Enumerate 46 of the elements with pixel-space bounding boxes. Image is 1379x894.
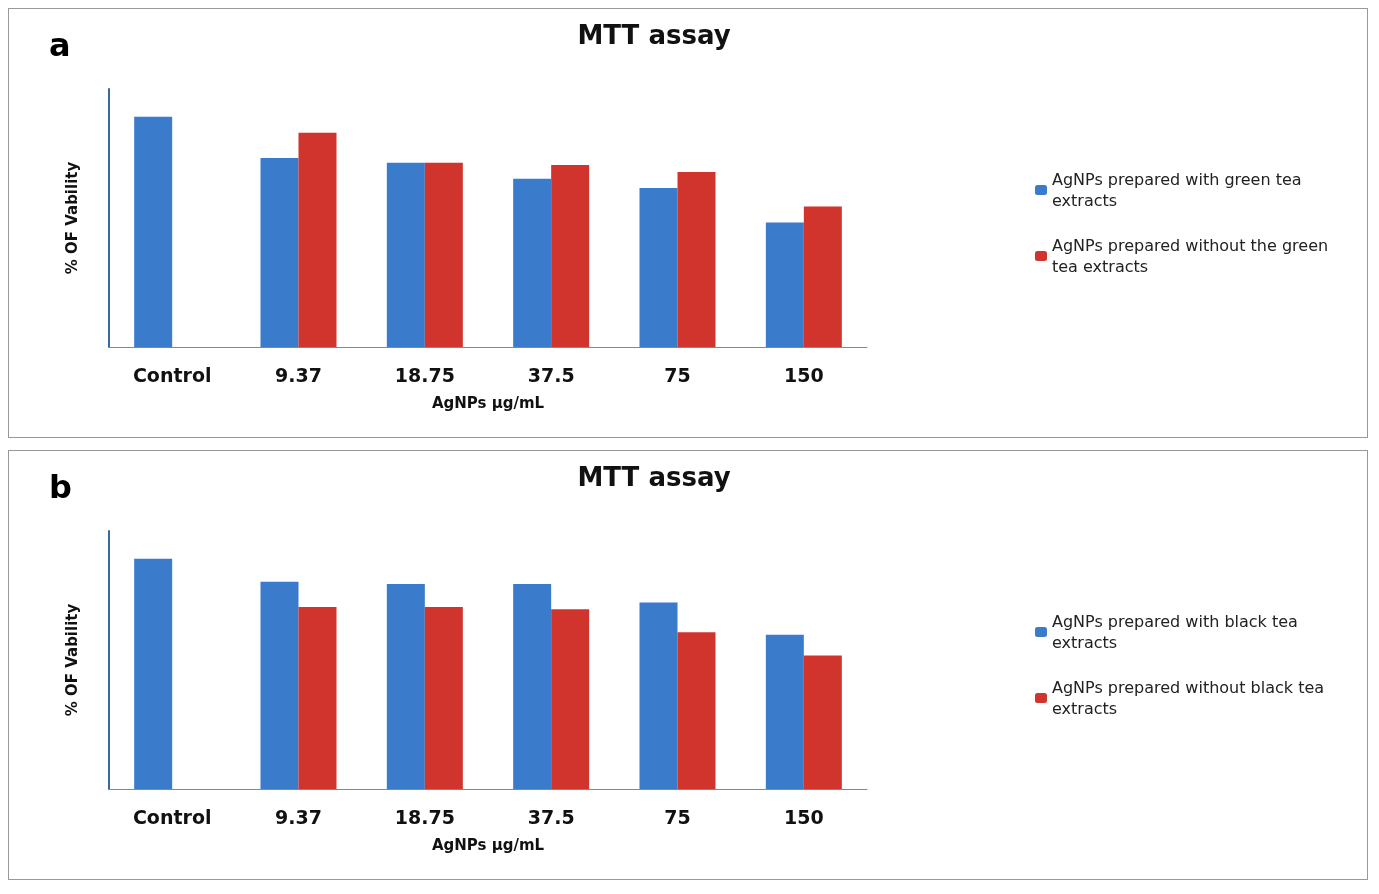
bar [677, 171, 716, 347]
bar [260, 158, 299, 347]
bar [551, 609, 590, 789]
bar [765, 634, 804, 789]
bar [803, 206, 842, 347]
legend-label: AgNPs prepared with black tea extracts [1052, 612, 1303, 652]
legend-label: AgNPs prepared with green tea extracts [1052, 170, 1307, 210]
bar [298, 607, 337, 789]
x-tick-label: 150 [784, 805, 824, 828]
legend-label: AgNPs prepared without black tea extracts [1052, 678, 1330, 718]
bar [386, 583, 425, 789]
bar [424, 162, 463, 347]
legend-label: AgNPs prepared without the green tea extracts [1052, 236, 1334, 276]
bar [639, 602, 678, 789]
bar [260, 581, 299, 789]
x-tick-label: 9.37 [275, 805, 322, 828]
text: a [49, 26, 71, 64]
x-tick-label: 18.75 [394, 805, 455, 828]
x-tick-label: Control [132, 363, 212, 386]
x-tick-label: Control [132, 805, 212, 828]
x-axis-title: AgNPs µg/mL [431, 393, 545, 412]
bar [513, 178, 552, 347]
x-axis-title: AgNPs µg/mL [431, 835, 545, 854]
chart-title: MTT assay [577, 462, 731, 492]
bar [513, 583, 552, 789]
bar [765, 222, 804, 347]
chart-title: MTT assay [577, 20, 731, 50]
x-tick-label: 150 [784, 363, 824, 386]
bar [677, 632, 716, 789]
x-tick-label: 9.37 [275, 363, 322, 386]
bar [134, 116, 173, 347]
x-tick-label: 75 [664, 805, 691, 828]
bar [386, 162, 425, 347]
text: b [49, 468, 72, 506]
bar [134, 558, 173, 789]
bar [639, 188, 678, 347]
bar [551, 165, 590, 347]
x-tick-label: 37.5 [527, 363, 575, 386]
bar [298, 132, 337, 347]
x-tick-label: 37.5 [527, 805, 575, 828]
x-tick-label: 75 [664, 363, 691, 386]
x-tick-label: 18.75 [394, 363, 455, 386]
bar [424, 607, 463, 789]
y-axis-title: % OF Vability [62, 161, 81, 275]
y-axis-title: % OF Vability [62, 603, 81, 717]
bar [803, 655, 842, 789]
